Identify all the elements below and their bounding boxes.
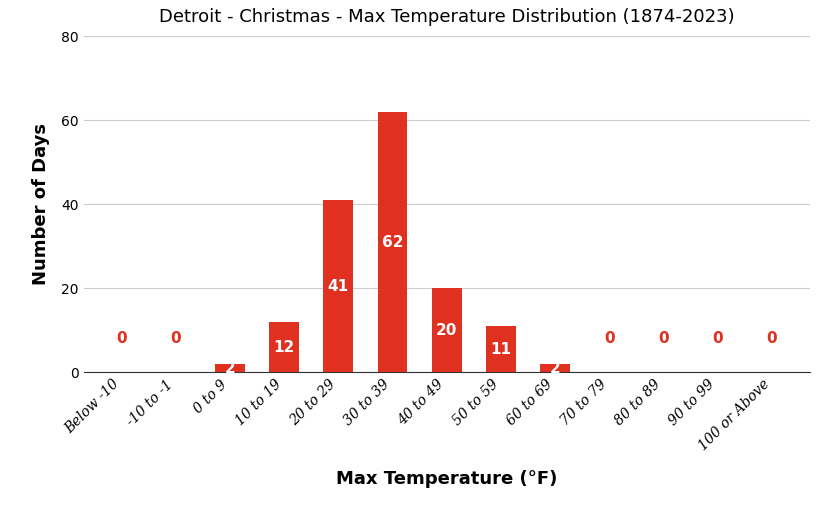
Bar (377, 112, 407, 372)
Text: 12: 12 (273, 340, 295, 355)
Text: 62: 62 (382, 235, 403, 250)
X-axis label: Max Temperature (°F): Max Temperature (°F) (336, 470, 558, 488)
Text: 0: 0 (170, 331, 181, 346)
Text: 2: 2 (225, 360, 235, 375)
Bar (269, 322, 299, 372)
Bar (323, 200, 353, 372)
Text: 11: 11 (490, 342, 512, 357)
Text: 41: 41 (327, 279, 349, 294)
Text: 0: 0 (658, 331, 669, 346)
Text: 0: 0 (604, 331, 615, 346)
Bar (486, 326, 516, 372)
Text: 2: 2 (549, 360, 560, 375)
Text: 0: 0 (712, 331, 723, 346)
Text: 20: 20 (436, 323, 458, 338)
Bar (432, 288, 462, 372)
Y-axis label: Number of Days: Number of Days (32, 123, 50, 285)
Title: Detroit - Christmas - Max Temperature Distribution (1874-2023): Detroit - Christmas - Max Temperature Di… (159, 8, 735, 26)
Bar (540, 364, 570, 372)
Bar (215, 364, 245, 372)
Text: 0: 0 (767, 331, 777, 346)
Text: 0: 0 (116, 331, 127, 346)
